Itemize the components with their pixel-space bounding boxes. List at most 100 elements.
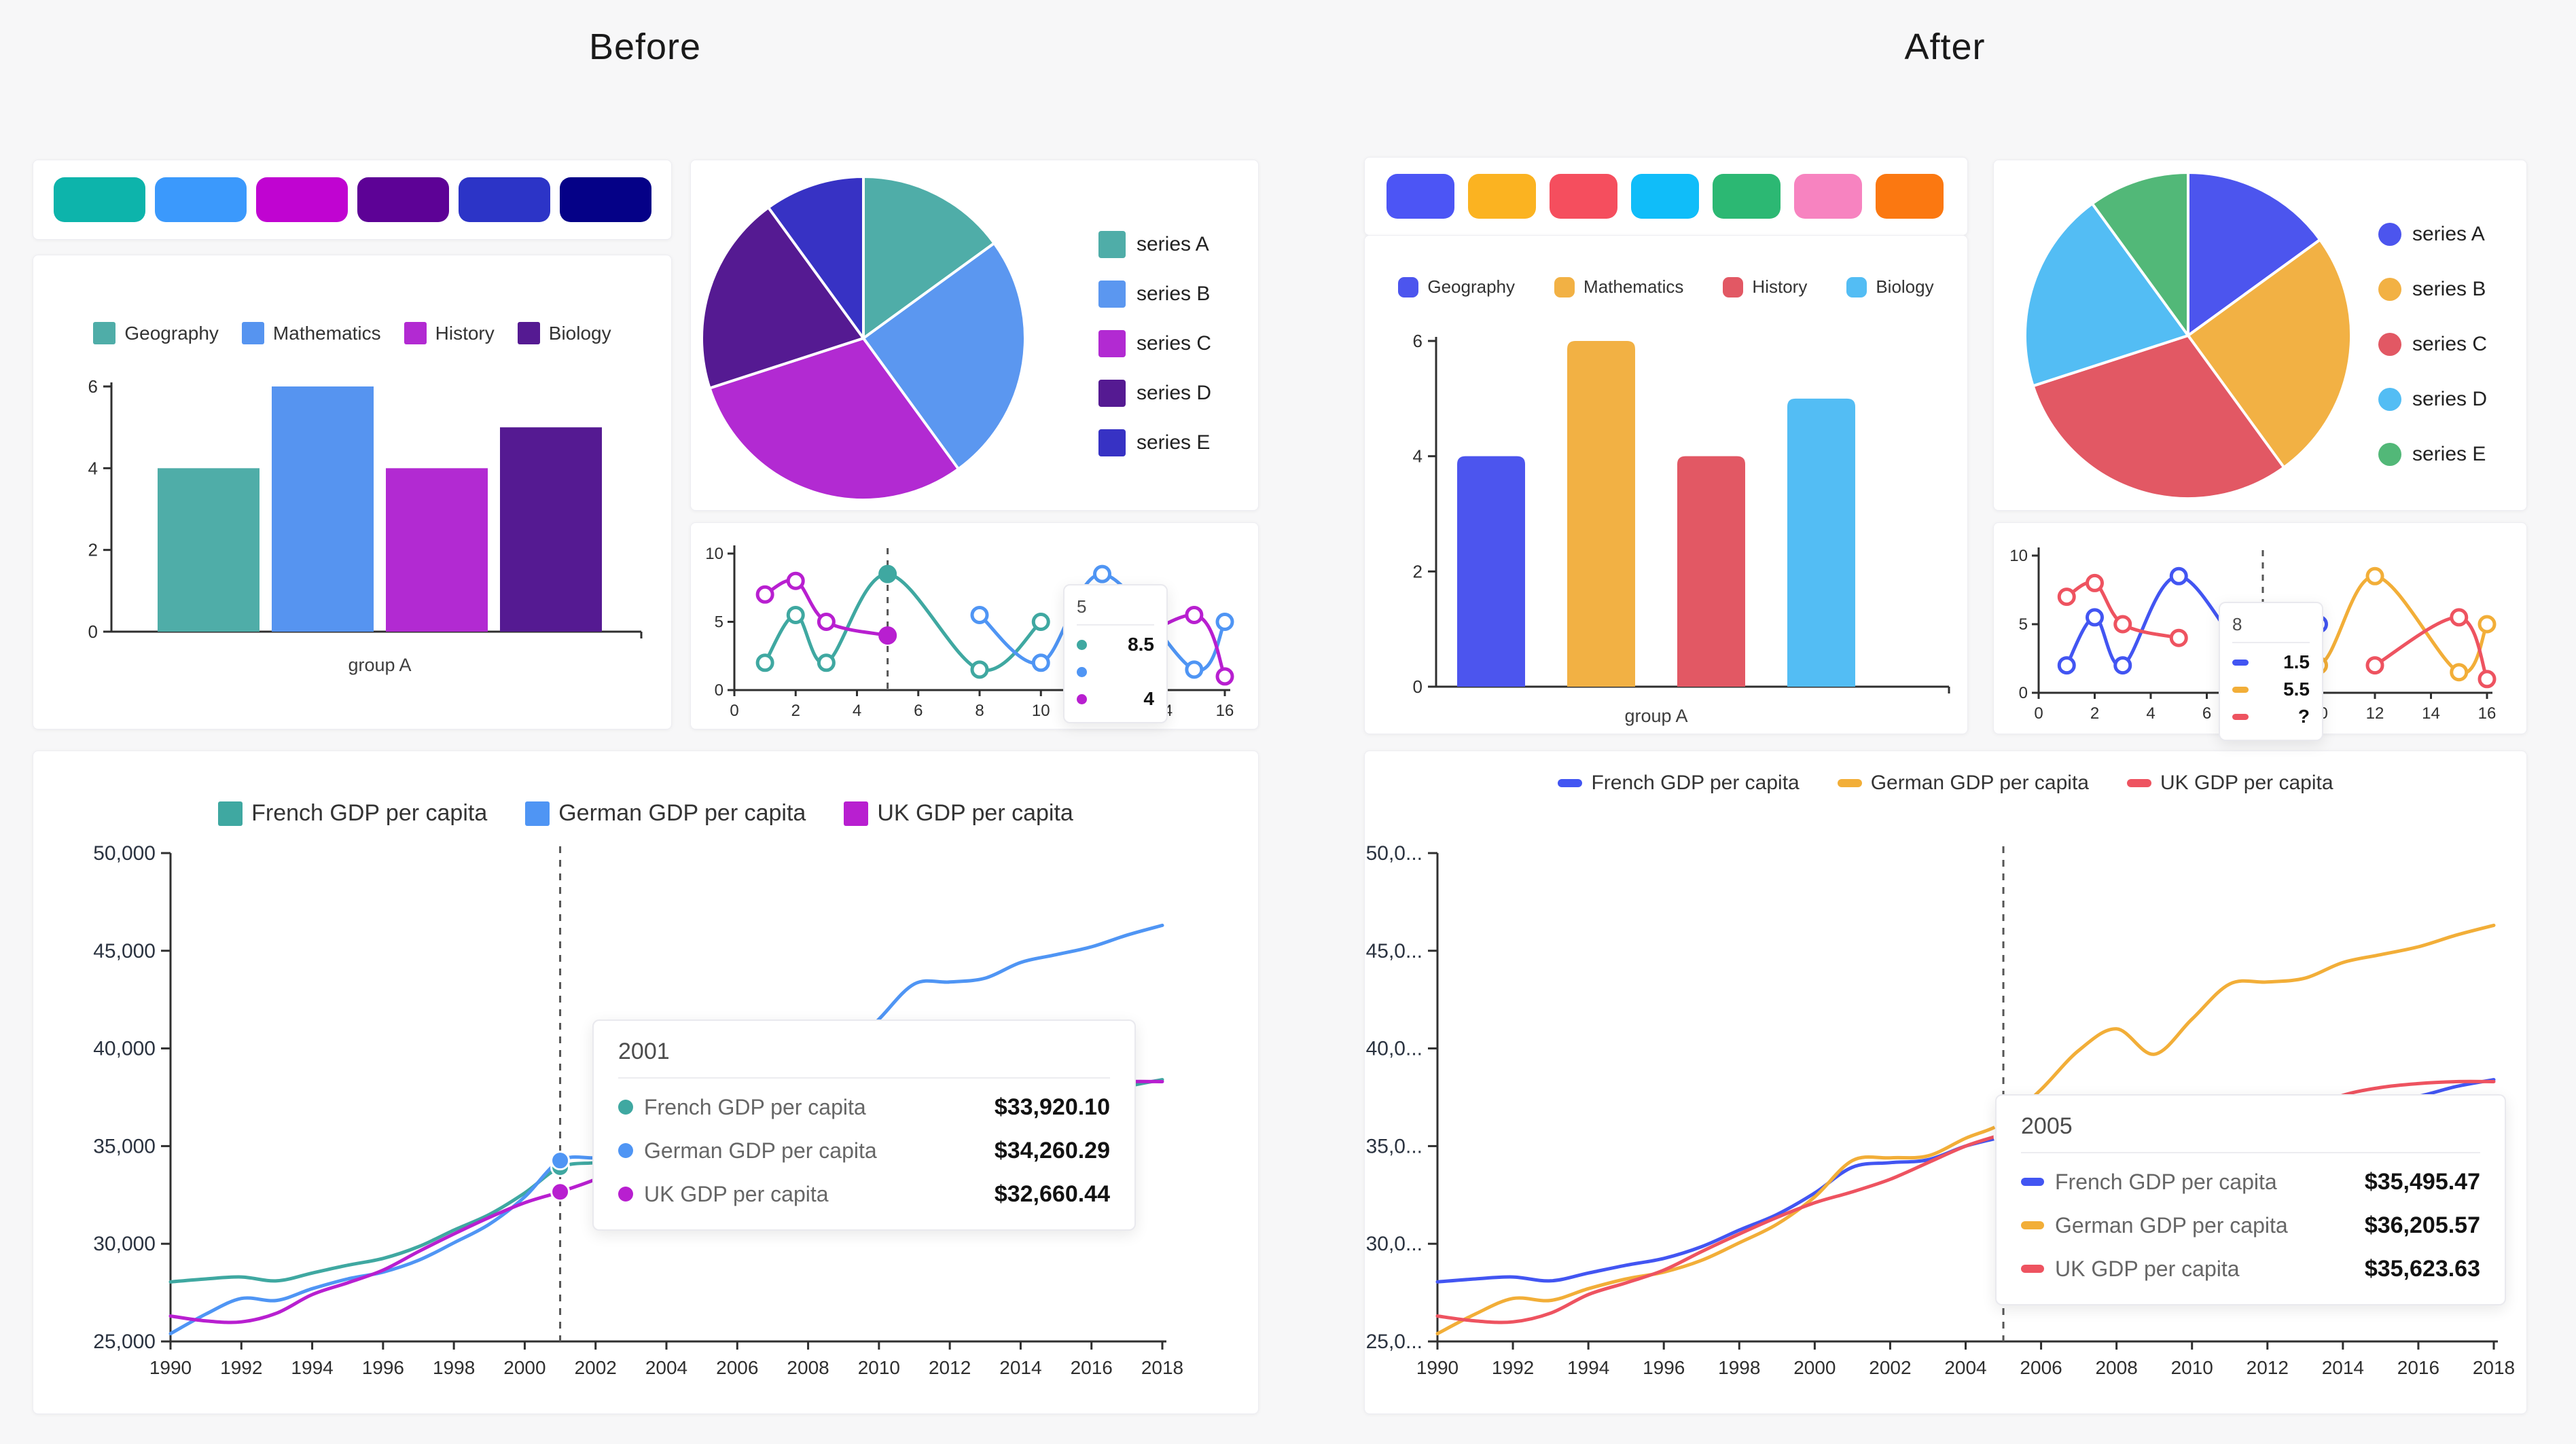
data-point[interactable] — [970, 605, 989, 624]
pie-slice-series-A[interactable] — [862, 175, 997, 341]
legend-item-uk-gdp-per-capita[interactable]: UK GDP per capita — [2126, 772, 2333, 795]
palette-swatch-4[interactable] — [1713, 174, 1781, 219]
pie-slice-series-E[interactable] — [766, 175, 865, 343]
line-German-GDP-per-capita[interactable] — [1435, 923, 2496, 1335]
legend-item-mathematics[interactable]: Mathematics — [241, 322, 381, 344]
pie-slice-series-D[interactable] — [700, 205, 866, 391]
data-point[interactable] — [2450, 663, 2469, 682]
data-point[interactable] — [786, 605, 805, 624]
palette-swatch-1[interactable] — [1468, 174, 1536, 219]
legend-item-biology[interactable]: Biology — [1846, 276, 1934, 297]
data-point[interactable] — [2086, 608, 2104, 627]
bar-history[interactable] — [386, 468, 488, 632]
bar-biology[interactable] — [1787, 398, 1855, 687]
data-point[interactable] — [755, 585, 774, 604]
axis-label: 2014 — [999, 1357, 1041, 1378]
tooltip-marker — [2021, 1221, 2044, 1229]
legend-marker-square — [93, 322, 116, 344]
data-point[interactable] — [755, 653, 774, 672]
line-series-3[interactable] — [2065, 580, 2179, 640]
legend-item-series-C[interactable]: series C — [1098, 330, 1211, 357]
data-point[interactable] — [2057, 588, 2076, 607]
data-point[interactable] — [1093, 564, 1111, 583]
data-point[interactable] — [1185, 660, 1204, 679]
legend-item-german-gdp-per-capita[interactable]: German GDP per capita — [1837, 772, 2089, 795]
data-point[interactable] — [2086, 573, 2104, 592]
pie-slice-series-B[interactable] — [861, 241, 1026, 471]
bar-geography[interactable] — [1457, 456, 1525, 687]
axis-label: 10 — [1032, 702, 1050, 720]
data-point[interactable] — [970, 660, 989, 679]
data-point[interactable] — [817, 653, 836, 672]
legend-item-series-D[interactable]: series D — [2378, 388, 2487, 411]
palette-swatch-3[interactable] — [357, 177, 449, 222]
bar-mathematics[interactable] — [272, 386, 374, 632]
legend-item-uk-gdp-per-capita[interactable]: UK GDP per capita — [844, 800, 1073, 827]
data-point[interactable] — [2113, 656, 2132, 675]
data-point[interactable] — [2365, 566, 2384, 585]
bar-biology[interactable] — [500, 427, 602, 632]
palette-swatch-3[interactable] — [1631, 174, 1699, 219]
legend-item-series-A[interactable]: series A — [2378, 223, 2485, 246]
palette-swatch-6[interactable] — [1876, 174, 1944, 219]
data-point[interactable] — [1215, 613, 1234, 631]
legend-item-series-C[interactable]: series C — [2378, 333, 2487, 356]
legend-item-series-E[interactable]: series E — [2378, 443, 2486, 466]
legend-item-geography[interactable]: Geography — [93, 322, 219, 344]
palette-swatch-0[interactable] — [54, 177, 145, 222]
palette-swatch-5[interactable] — [560, 177, 651, 222]
data-point[interactable] — [2365, 656, 2384, 675]
legend-item-biology[interactable]: Biology — [517, 322, 611, 344]
palette-swatch-0[interactable] — [1387, 174, 1454, 219]
axis-label: 8 — [975, 702, 984, 720]
data-point[interactable] — [1185, 605, 1204, 624]
legend-label: series E — [1137, 431, 1211, 454]
data-point[interactable] — [1031, 613, 1050, 631]
legend-item-series-B[interactable]: series B — [2378, 278, 2486, 301]
legend-item-geography[interactable]: Geography — [1398, 276, 1515, 297]
data-point[interactable] — [2113, 615, 2132, 634]
hover-point[interactable] — [550, 1182, 571, 1202]
legend-item-german-gdp-per-capita[interactable]: German GDP per capita — [525, 800, 806, 827]
data-point[interactable] — [786, 571, 805, 590]
legend-item-history[interactable]: History — [1723, 276, 1807, 297]
data-point[interactable] — [1031, 653, 1050, 672]
data-point[interactable] — [2169, 566, 2188, 585]
tooltip-marker — [2232, 686, 2249, 693]
legend-item-series-B[interactable]: series B — [1098, 281, 1210, 308]
bar-history[interactable] — [1677, 456, 1745, 687]
palette-swatch-2[interactable] — [1550, 174, 1617, 219]
line-series-3[interactable] — [764, 578, 889, 638]
line-series-1[interactable] — [763, 572, 1042, 672]
legend-item-french-gdp-per-capita[interactable]: French GDP per capita — [218, 800, 487, 827]
legend-item-french-gdp-per-capita[interactable]: French GDP per capita — [1558, 772, 1800, 795]
hover-point[interactable] — [878, 565, 897, 583]
pie-slice-series-E[interactable] — [2090, 170, 2189, 340]
pie-slice-series-A[interactable] — [2187, 170, 2322, 338]
pie-slice-series-C[interactable] — [2031, 333, 2286, 501]
data-point[interactable] — [817, 613, 836, 631]
legend-item-series-A[interactable]: series A — [1098, 231, 1209, 258]
data-point[interactable] — [2169, 628, 2188, 647]
pie-slice-series-D[interactable] — [2023, 202, 2191, 388]
data-point[interactable] — [2057, 656, 2076, 675]
pie-slice-series-C[interactable] — [708, 336, 961, 501]
hover-point[interactable] — [550, 1151, 571, 1171]
palette-swatch-5[interactable] — [1794, 174, 1862, 219]
palette-swatch-4[interactable] — [459, 177, 550, 222]
hover-point[interactable] — [878, 626, 897, 645]
legend-item-series-D[interactable]: series D — [1098, 380, 1211, 407]
palette-swatch-1[interactable] — [155, 177, 247, 222]
legend-item-mathematics[interactable]: Mathematics — [1554, 276, 1683, 297]
data-point[interactable] — [2477, 615, 2497, 634]
legend-item-series-E[interactable]: series E — [1098, 429, 1210, 456]
legend-marker-square — [844, 801, 869, 826]
data-point[interactable] — [2477, 670, 2497, 689]
pie-slice-series-B[interactable] — [2186, 238, 2353, 469]
palette-swatch-2[interactable] — [256, 177, 348, 222]
data-point[interactable] — [1215, 667, 1234, 686]
legend-item-history[interactable]: History — [404, 322, 495, 344]
data-point[interactable] — [2450, 608, 2469, 627]
bar-mathematics[interactable] — [1567, 341, 1635, 687]
bar-geography[interactable] — [158, 468, 260, 632]
